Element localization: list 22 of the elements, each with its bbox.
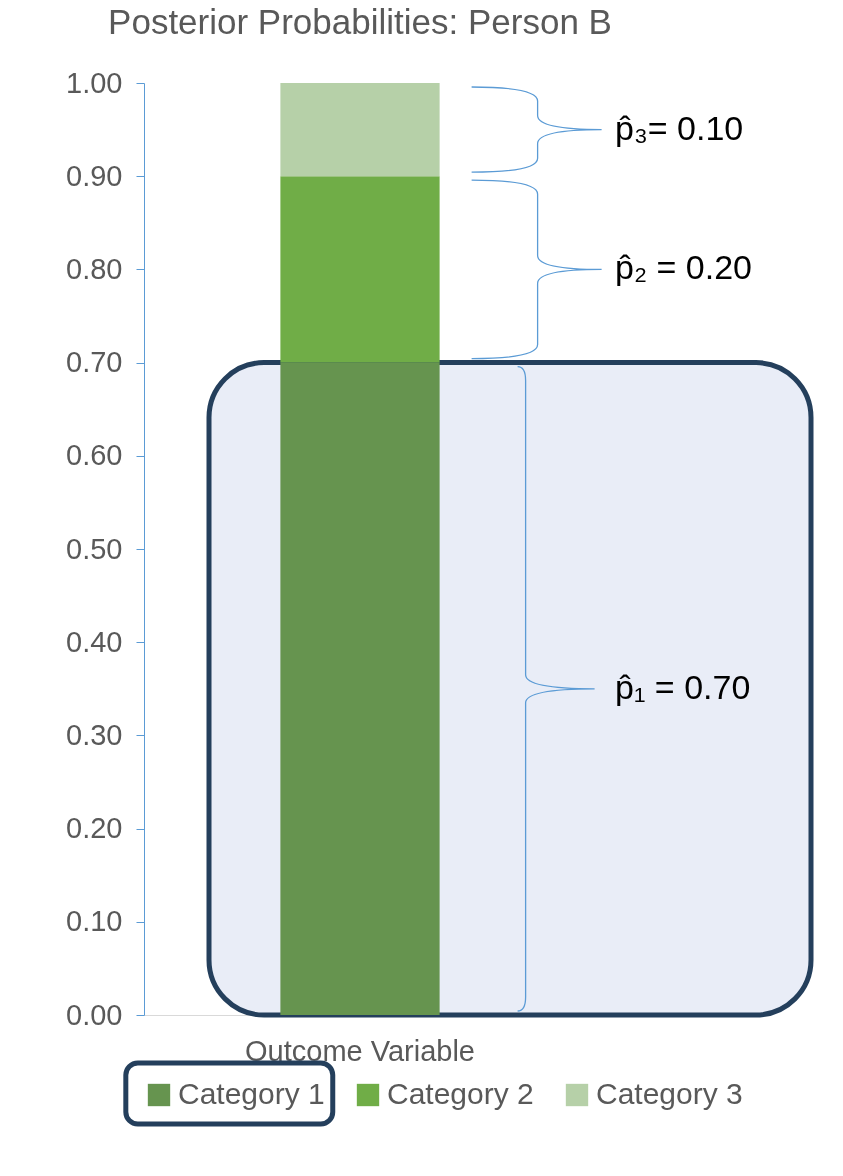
text: p̂₁ = 0.70 bbox=[615, 667, 751, 706]
y-tick-label: 0.00 bbox=[66, 998, 123, 1031]
y-tick-label: 0.70 bbox=[66, 346, 123, 379]
y-tick-label: 1.00 bbox=[66, 66, 123, 99]
y-tick-label: 0.80 bbox=[66, 252, 123, 285]
text: p̂₃= 0.10 bbox=[615, 108, 744, 147]
bar bbox=[280, 176, 440, 363]
y-tick-label: 0.90 bbox=[66, 159, 123, 192]
y-tick-label: 0.20 bbox=[66, 812, 123, 845]
chart-title: Posterior Probabilities: Person B bbox=[108, 2, 612, 41]
y-tick-label: 0.60 bbox=[66, 439, 123, 472]
legend-label: Category 3 bbox=[596, 1077, 743, 1110]
y-tick-label: 0.10 bbox=[66, 905, 123, 938]
legend-label: Category 2 bbox=[387, 1077, 534, 1110]
y-tick-label: 0.40 bbox=[66, 625, 123, 658]
text: p̂₂ = 0.20 bbox=[615, 248, 753, 287]
x-tick-label: Outcome Variable bbox=[245, 1034, 475, 1067]
y-tick-label: 0.50 bbox=[66, 532, 123, 565]
bar bbox=[280, 83, 440, 177]
legend-label: Category 1 bbox=[178, 1077, 325, 1110]
bar bbox=[280, 362, 440, 1015]
y-tick-label: 0.30 bbox=[66, 718, 123, 751]
